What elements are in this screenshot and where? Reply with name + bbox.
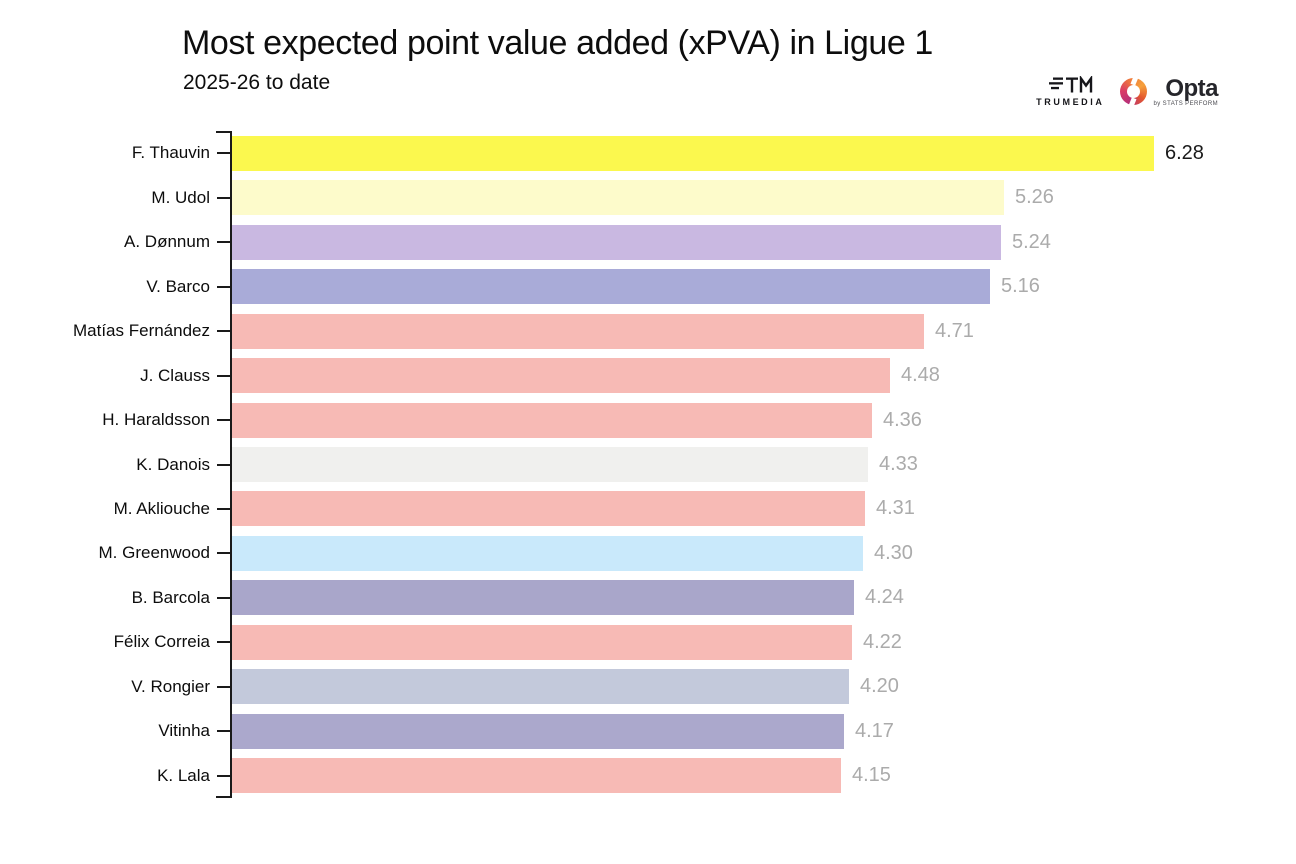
axis-tick [217,730,231,733]
value-label: 5.26 [1015,186,1054,209]
bar-row: V. Rongier 4.20 [0,665,1296,709]
player-label: B. Barcola [131,587,210,607]
axis-tick [217,374,231,377]
opta-subtext: by STATS PERFORM [1153,100,1218,107]
value-label: 4.48 [901,364,940,387]
bar-row: Félix Correia 4.22 [0,620,1296,664]
value-bar [232,535,863,571]
axis-tick [217,685,231,688]
player-label: K. Lala [157,765,210,785]
player-label: K. Danois [136,454,210,474]
trumedia-icon [1049,76,1093,93]
axis-tick [217,152,231,155]
value-label: 4.36 [883,408,922,431]
axis-tick [217,463,231,466]
bar-row: B. Barcola 4.24 [0,576,1296,620]
axis-tick [217,330,231,333]
player-label: V. Rongier [131,676,210,696]
page-title: Most expected point value added (xPVA) i… [182,24,933,62]
value-bar [232,313,924,349]
player-label: J. Clauss [140,365,210,385]
value-bar [232,269,990,305]
player-label: V. Barco [146,276,210,296]
bar-row: Vitinha 4.17 [0,709,1296,753]
value-bar [232,491,865,527]
axis-tick [217,196,231,199]
value-label: 4.31 [876,497,915,520]
player-label: A. Dønnum [124,232,210,252]
bar-row: Matías Fernández 4.71 [0,309,1296,353]
bar-row: H. Haraldsson 4.36 [0,398,1296,442]
axis-tick [217,285,231,288]
branding-logos: TRUMEDIA Opta by STATS PERFORM [1036,74,1218,108]
bar-chart: F. Thauvin 6.28 M. Udol 5.26 A. Dønnum 5.24 V.… [0,131,1296,798]
trumedia-logo: TRUMEDIA [1036,76,1104,107]
axis-tick [217,241,231,244]
y-axis-bottom-cap [216,796,232,798]
value-bar [232,447,868,483]
value-bar [232,135,1154,171]
bar-row: A. Dønnum 5.24 [0,220,1296,264]
value-bar [232,402,872,438]
value-bar [232,580,854,616]
value-label: 5.16 [1001,275,1040,298]
value-label: 4.24 [865,586,904,609]
bar-row: J. Clauss 4.48 [0,353,1296,397]
page-subtitle: 2025-26 to date [183,71,331,94]
value-bar [232,224,1001,260]
bar-row: M. Greenwood 4.30 [0,531,1296,575]
player-label: Vitinha [158,721,210,741]
opta-logo: Opta by STATS PERFORM [1120,74,1218,108]
value-bar [232,713,844,749]
y-axis-top-cap [216,131,232,133]
opta-icon [1120,75,1148,108]
value-bar [232,669,849,705]
value-label: 4.17 [855,719,894,742]
player-label: Félix Correia [113,632,210,652]
bar-row: K. Lala 4.15 [0,754,1296,798]
axis-tick [217,419,231,422]
value-label: 6.28 [1165,141,1204,164]
value-bar [232,358,890,394]
axis-tick [217,507,231,510]
opta-wordmark: Opta [1165,74,1218,102]
value-label: 4.20 [860,675,899,698]
bar-rows: F. Thauvin 6.28 M. Udol 5.26 A. Dønnum 5.24 V.… [0,131,1296,798]
y-axis-line [230,131,232,798]
value-label: 4.15 [852,764,891,787]
player-label: M. Greenwood [98,543,211,563]
value-label: 4.30 [874,541,913,564]
value-bar [232,180,1004,216]
value-bar [232,758,841,794]
value-label: 5.24 [1012,230,1051,253]
bar-row: M. Akliouche 4.31 [0,487,1296,531]
player-label: M. Udol [151,187,210,207]
player-label: Matías Fernández [72,321,210,341]
trumedia-wordmark: TRUMEDIA [1036,97,1105,107]
bar-row: M. Udol 5.26 [0,175,1296,219]
axis-tick [217,596,231,599]
axis-tick [217,552,231,555]
axis-tick [217,774,231,777]
value-label: 4.33 [879,453,918,476]
bar-row: F. Thauvin 6.28 [0,131,1296,175]
player-label: M. Akliouche [113,498,210,518]
bar-row: V. Barco 5.16 [0,264,1296,308]
axis-tick [217,641,231,644]
value-label: 4.71 [935,319,974,342]
player-label: H. Haraldsson [102,410,210,430]
value-bar [232,624,852,660]
opta-wordmark-block: Opta by STATS PERFORM [1153,74,1218,107]
value-label: 4.22 [863,630,902,653]
bar-row: K. Danois 4.33 [0,442,1296,486]
player-label: F. Thauvin [131,143,210,163]
